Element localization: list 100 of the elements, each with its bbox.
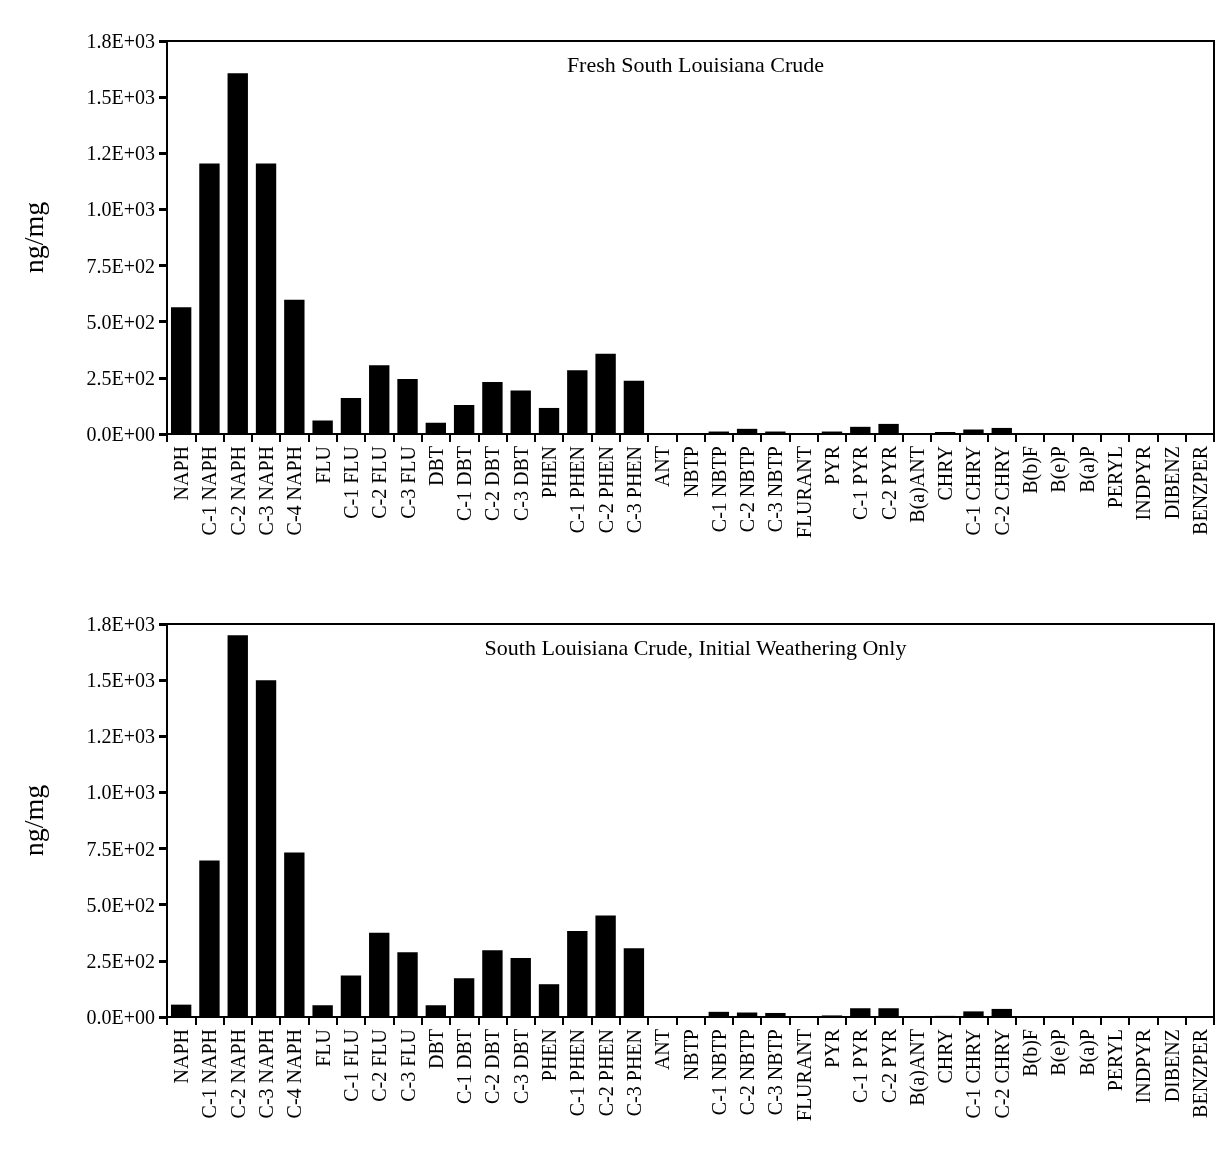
bar [255,680,277,1017]
y-tick-label: 2.5E+02 [86,949,155,972]
x-tick-label: C-1 DBT [453,1029,476,1104]
bar [934,431,956,434]
bar [963,429,984,434]
bar [567,370,588,434]
x-tick-label: C-2 NAPH [226,446,249,536]
x-tick-label: FLURANT [792,446,815,539]
y-tick-label: 1.8E+03 [86,613,155,635]
bar [765,1012,786,1017]
x-tick-label: C-2 PHEN [594,1029,617,1117]
bar [255,163,277,434]
x-tick-label: C-1 CHRY [962,446,985,536]
x-tick-label: NBTP [679,1029,702,1081]
bar [425,1005,447,1017]
bar [425,422,447,434]
bar [538,984,560,1017]
x-tick-label: PHEN [538,1029,561,1082]
x-tick-label: C-4 NAPH [283,446,306,536]
y-tick-label: 1.8E+03 [86,30,155,52]
x-tick-label: C-3 PHEN [622,446,645,534]
bar [453,405,475,434]
x-tick-label: C-1 NAPH [198,446,221,536]
y-tick-label: 5.0E+02 [86,310,155,333]
x-tick-label: B(a)P [1075,446,1099,493]
bar [510,390,531,434]
bar [595,915,616,1017]
x-tick-label: DBT [424,1029,447,1069]
bar [170,307,192,434]
x-tick-label: C-2 NBTP [736,446,759,533]
x-tick-label: ANT [651,446,674,488]
x-tick-label: C-3 PHEN [622,1029,645,1117]
x-tick-label: FLU [311,1028,334,1067]
y-tick-label: 1.2E+03 [86,142,155,165]
x-tick-label: C-2 PYR [877,1028,900,1103]
bar [199,163,220,434]
x-tick-label: C-1 PYR [849,445,872,520]
x-tick-label: C-3 NBTP [764,1029,787,1116]
bar [850,1008,871,1017]
x-tick-label: C-2 FLU [368,1028,391,1102]
y-tick-label: 0.0E+00 [86,1006,155,1028]
y-tick-label: 1.2E+03 [86,725,155,748]
x-tick-label: C-3 DBT [509,446,532,521]
text: Fresh South Louisiana Crude [566,51,825,77]
x-tick-label: C-1 NAPH [198,1029,221,1119]
x-tick-label: C-2 DBT [481,446,504,521]
x-tick-label: PERYL [1103,1029,1126,1092]
y-tick-label: 7.5E+02 [86,254,155,277]
x-tick-label: C-2 CHRY [990,446,1013,536]
x-tick-label: CHRY [934,1029,957,1084]
x-tick-label: PERYL [1103,446,1126,509]
bar [538,407,560,434]
x-tick-label: B(a)ANT [905,1029,929,1106]
x-tick-label: C-1 PHEN [566,446,589,534]
y-tick-label: 0.0E+00 [86,423,155,445]
bar [397,378,418,434]
x-tick-label: FLURANT [792,1029,815,1122]
x-tick-label: C-2 NBTP [736,1029,759,1116]
bar [878,1008,899,1017]
bar [850,426,871,434]
y-axis-title: ng/mg [17,784,49,857]
x-tick-label: FLU [311,445,334,484]
x-tick-label: INDPYR [1132,1028,1155,1104]
x-tick-label: INDPYR [1132,445,1155,521]
bar [482,950,503,1017]
x-tick-label: C-3 FLU [396,1028,419,1102]
x-tick-label: PYR [820,445,843,485]
x-tick-label: C-2 PHEN [594,446,617,534]
x-tick-label: ANT [651,1029,674,1071]
x-tick-label: C-1 NBTP [707,446,730,533]
x-tick-label: DIBENZ [1160,446,1183,520]
x-tick-label: B(b)F [1019,1029,1043,1077]
x-tick-label: PHEN [538,446,561,499]
bar [453,978,475,1017]
bar [878,423,899,434]
x-tick-label: C-1 CHRY [962,1029,985,1119]
x-tick-label: C-4 NAPH [283,1029,306,1119]
bar [312,1005,333,1017]
bar [227,635,248,1017]
x-tick-label: C-2 PYR [877,445,900,520]
bar [708,1011,729,1017]
bar [369,932,390,1017]
x-tick-label: C-3 NAPH [255,1029,278,1119]
bar [991,427,1012,434]
x-tick-label: B(a)P [1075,1029,1099,1076]
y-tick-label: 2.5E+02 [86,366,155,389]
bar [623,380,645,434]
bar [397,952,418,1017]
x-tick-label: DIBENZ [1160,1029,1183,1103]
x-tick-label: DBT [424,446,447,486]
x-tick-label: NBTP [679,446,702,498]
x-tick-label: C-2 NAPH [226,1029,249,1119]
x-tick-label: B(a)ANT [905,446,929,523]
bar [482,381,503,434]
x-tick-label: C-1 DBT [453,446,476,521]
bar [369,365,390,434]
x-tick-label: C-1 PYR [849,1028,872,1103]
bar [991,1008,1012,1017]
bar [284,852,305,1017]
y-tick-label: 5.0E+02 [86,893,155,916]
